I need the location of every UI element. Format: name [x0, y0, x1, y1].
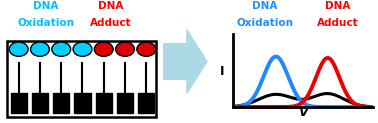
- Bar: [6, 41, 156, 117]
- Text: DNA: DNA: [325, 1, 351, 11]
- Circle shape: [137, 42, 156, 56]
- Bar: [32, 93, 48, 113]
- Circle shape: [52, 42, 71, 56]
- Text: V: V: [298, 106, 308, 119]
- Bar: [74, 93, 91, 113]
- Text: Adduct: Adduct: [90, 18, 131, 28]
- Text: DNA: DNA: [33, 1, 58, 11]
- Bar: [117, 93, 133, 113]
- Circle shape: [73, 42, 92, 56]
- Bar: [53, 93, 69, 113]
- FancyArrow shape: [164, 30, 207, 93]
- Text: Oxidation: Oxidation: [17, 18, 74, 28]
- Circle shape: [9, 42, 28, 56]
- Circle shape: [94, 42, 113, 56]
- Text: I: I: [219, 65, 224, 78]
- Text: Adduct: Adduct: [317, 18, 359, 28]
- Bar: [11, 93, 27, 113]
- Text: DNA: DNA: [98, 1, 123, 11]
- Bar: [96, 93, 112, 113]
- Bar: [138, 93, 155, 113]
- Text: DNA: DNA: [252, 1, 277, 11]
- Circle shape: [31, 42, 50, 56]
- Circle shape: [116, 42, 135, 56]
- Text: Oxidation: Oxidation: [236, 18, 293, 28]
